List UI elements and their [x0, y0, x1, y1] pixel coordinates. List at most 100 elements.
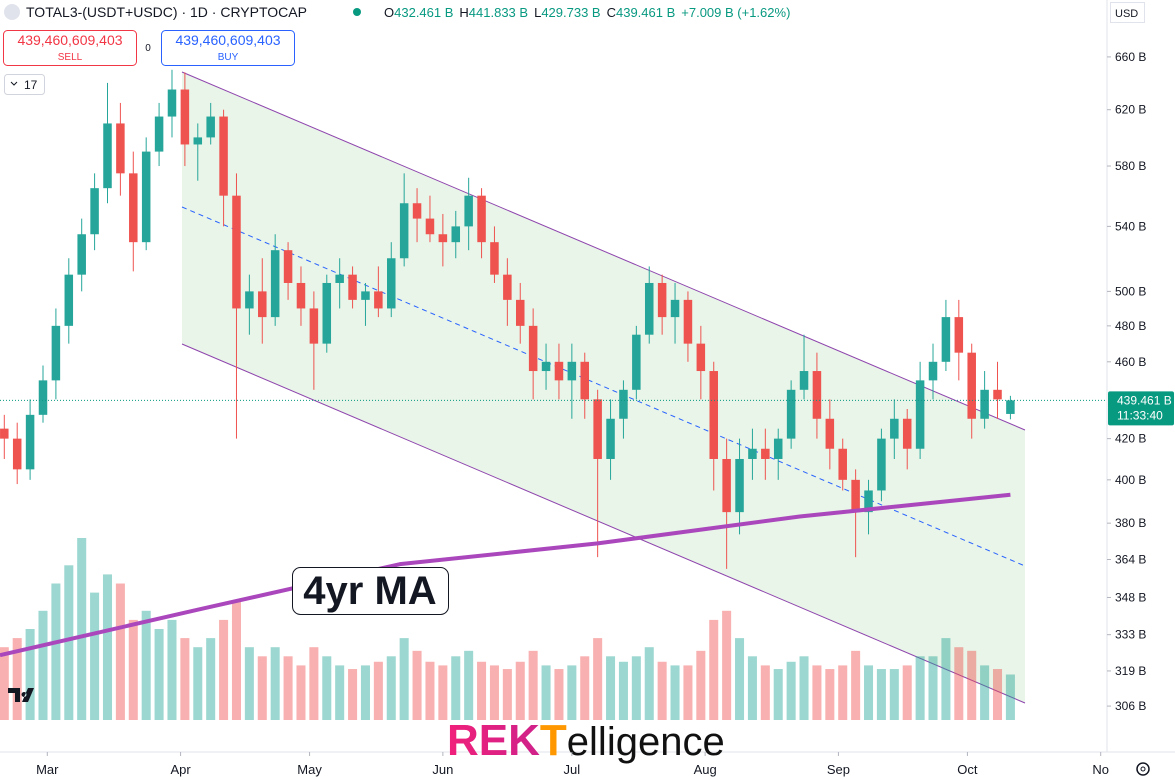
- settings-icon[interactable]: [1136, 762, 1150, 776]
- currency-box[interactable]: [1110, 2, 1145, 23]
- volume-bar: [270, 647, 280, 720]
- candle-body: [825, 418, 835, 449]
- volume-bar: [760, 665, 770, 720]
- volume-bar: [941, 638, 951, 720]
- candle-body: [967, 352, 976, 419]
- candle-body: [180, 89, 190, 145]
- volume-bar: [0, 647, 9, 720]
- watermark-part: T: [540, 716, 567, 765]
- y-tick-label: 460 B: [1115, 355, 1146, 369]
- candle-body: [232, 195, 241, 309]
- candle-body: [515, 299, 525, 326]
- volume-bar: [477, 661, 487, 720]
- candle-body: [103, 123, 112, 189]
- candle-body: [580, 361, 590, 400]
- candle-body: [141, 151, 151, 243]
- y-tick-label: 348 B: [1115, 590, 1146, 604]
- volume-bar: [386, 656, 396, 720]
- candle-body: [25, 414, 35, 470]
- ma-label: 4yr MA: [303, 569, 436, 613]
- volume-bar: [219, 619, 229, 720]
- price-tag-countdown: 11:33:40: [1117, 408, 1163, 422]
- channel-upper: [181, 71, 1026, 431]
- x-tick-label: Apr: [170, 762, 191, 777]
- candle-body: [864, 490, 873, 513]
- candle-body: [309, 308, 319, 344]
- candle-body: [980, 389, 989, 419]
- volume-bar: [167, 619, 177, 720]
- volume-bar: [451, 656, 461, 720]
- volume-bar: [489, 665, 499, 720]
- stat-value: 429.733 B: [541, 5, 600, 20]
- candle-body: [683, 299, 693, 344]
- candle-body: [541, 361, 551, 372]
- volume-bar: [528, 650, 538, 720]
- candle-body: [503, 274, 512, 300]
- watermark: REKTelligence: [447, 716, 725, 765]
- volume-bar: [90, 592, 100, 720]
- candle-body: [606, 418, 615, 459]
- volume-bar: [593, 638, 603, 720]
- volume-bar: [180, 638, 190, 720]
- buy-price: 439,460,609,403: [175, 32, 280, 48]
- candle-body: [438, 234, 448, 243]
- y-tick-label: 540 B: [1115, 219, 1146, 233]
- candle-body: [348, 274, 357, 300]
- volume-bar: [296, 665, 306, 720]
- volume-bar: [64, 565, 74, 720]
- sell-price: 439,460,609,403: [17, 32, 122, 48]
- volume-bar: [889, 669, 899, 720]
- settings-icon-core: [1140, 766, 1146, 772]
- candle-body: [709, 371, 718, 459]
- volume-bar: [51, 583, 61, 720]
- tv-logo: [8, 688, 34, 702]
- x-tick-label: No: [1092, 762, 1109, 777]
- candle-body: [644, 282, 654, 335]
- stat-key: H: [459, 5, 468, 20]
- indicator-toggle[interactable]: [4, 74, 45, 95]
- y-tick-label: 364 B: [1115, 552, 1146, 566]
- volume-bar: [283, 656, 293, 720]
- buy-button[interactable]: [161, 30, 295, 66]
- candle-body: [0, 428, 9, 439]
- volume-bar: [902, 665, 912, 720]
- volume-bar: [631, 656, 641, 720]
- channel-lower: [181, 343, 1026, 704]
- volume-bar: [541, 665, 551, 720]
- volume-bar: [360, 665, 370, 720]
- candle-body: [129, 173, 138, 243]
- candle-body: [554, 361, 564, 381]
- volume-bar: [554, 669, 564, 720]
- volume-bar: [322, 656, 332, 720]
- volume-bar: [838, 665, 848, 720]
- candle-body: [993, 389, 1002, 400]
- ohlc-stats: O432.461 B H441.833 B L429.733 B C439.461 B…: [384, 5, 790, 20]
- candle-body: [38, 380, 48, 415]
- candle-body: [425, 218, 435, 235]
- candle-body: [773, 438, 783, 459]
- candle-body: [361, 291, 370, 300]
- candle-body: [206, 116, 215, 138]
- candle-body: [812, 371, 822, 419]
- volume-bar: [825, 669, 835, 720]
- volume-bar: [25, 629, 35, 720]
- candle-body: [528, 325, 538, 372]
- candle-body: [941, 317, 951, 362]
- candle-body: [670, 299, 680, 318]
- candle-body: [245, 291, 254, 309]
- volume-bar: [709, 619, 719, 720]
- volume-bar: [812, 665, 822, 720]
- sell-button[interactable]: [3, 30, 137, 66]
- volume-bar: [657, 661, 667, 720]
- volume-bar: [399, 638, 409, 720]
- volume-bar: [502, 669, 512, 720]
- watermark-part: REK: [447, 716, 540, 765]
- candle-body: [90, 188, 99, 235]
- volume-bar: [967, 650, 977, 720]
- candle-body: [877, 438, 886, 491]
- candle-body: [928, 361, 938, 381]
- candle-body: [696, 343, 706, 372]
- x-tick-label: Jun: [432, 762, 453, 777]
- candle-body: [283, 250, 293, 283]
